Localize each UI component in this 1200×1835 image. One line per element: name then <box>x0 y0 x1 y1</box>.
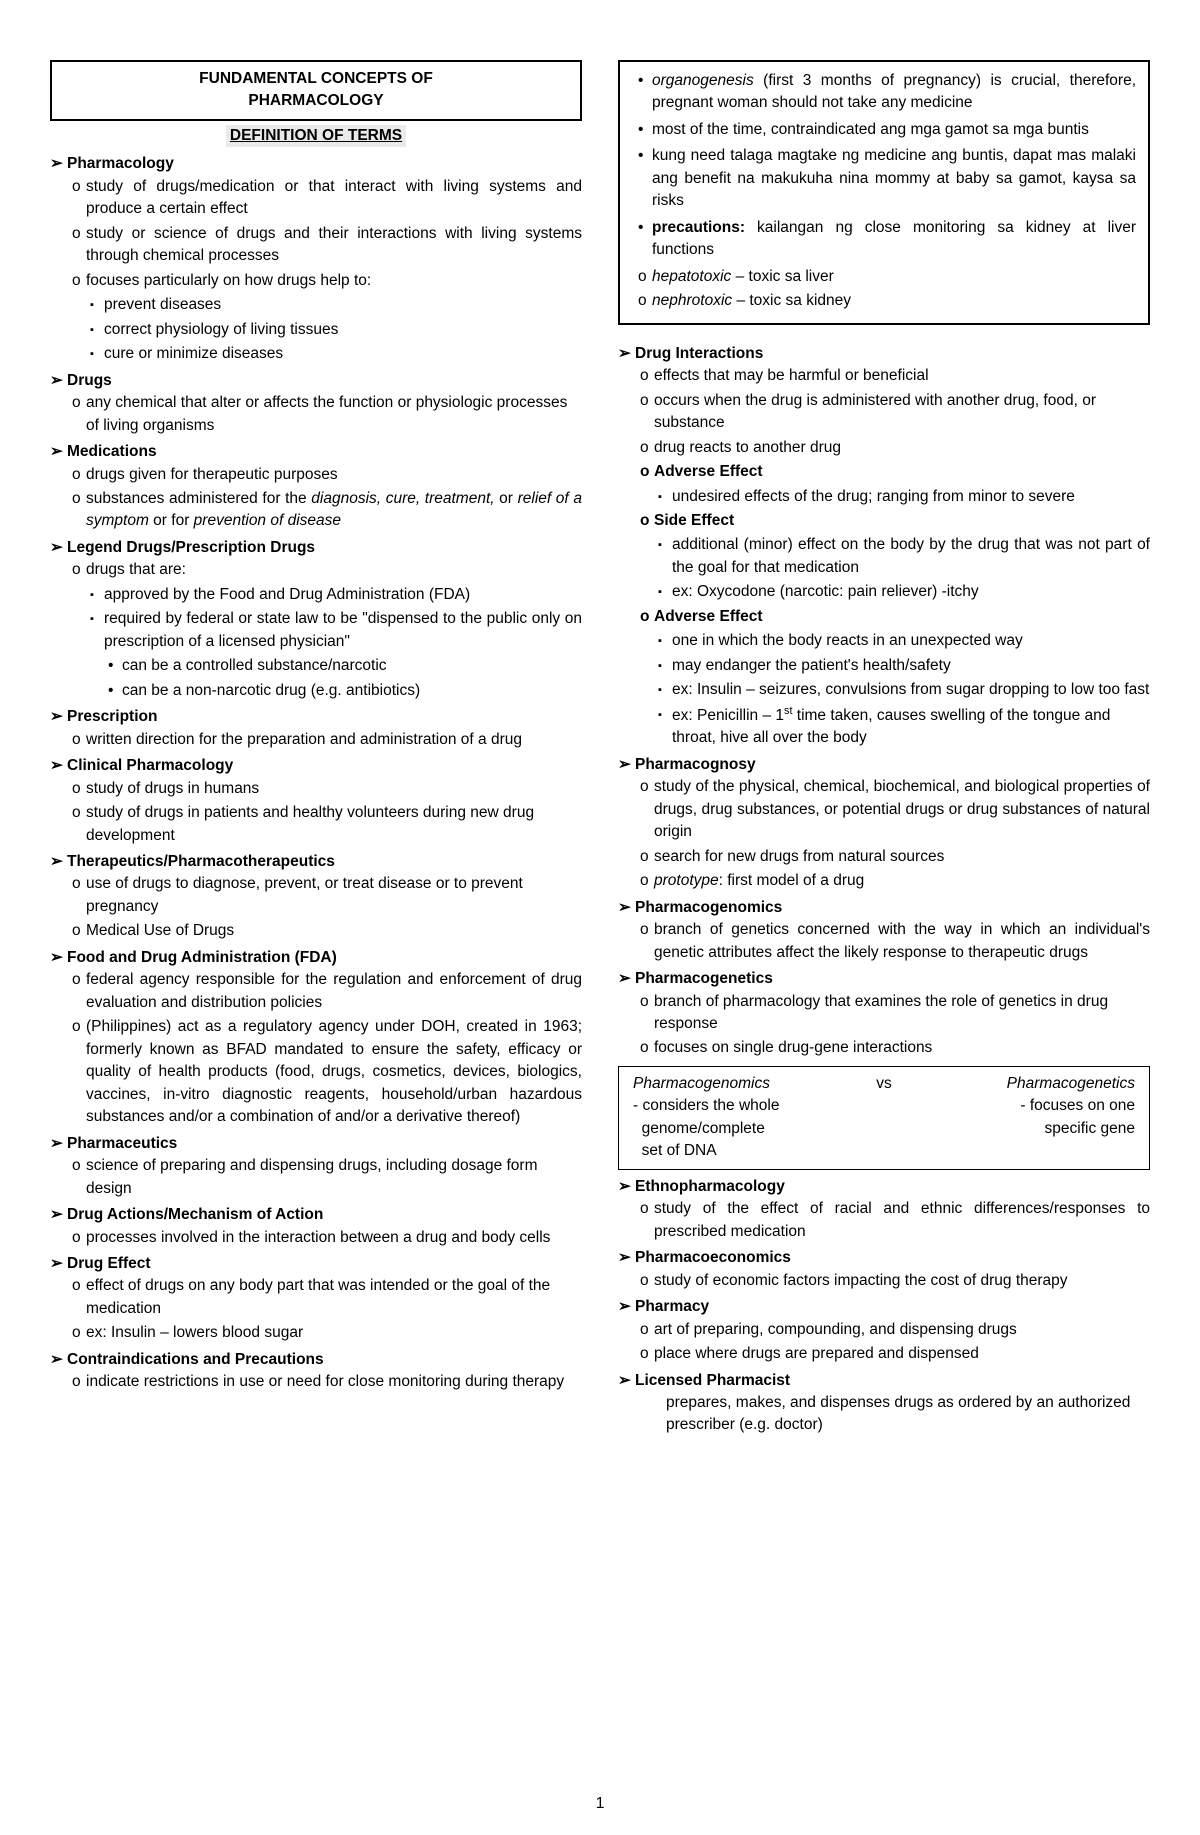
text: effects that may be harmful or beneficia… <box>640 365 1150 387</box>
text: substances administered for the diagnosi… <box>72 488 582 533</box>
text: correct physiology of living tissues <box>90 319 582 341</box>
title-line-1: FUNDAMENTAL CONCEPTS OF <box>60 68 572 90</box>
text: occurs when the drug is administered wit… <box>640 390 1150 435</box>
text: science of preparing and dispensing drug… <box>72 1155 582 1200</box>
text: specific gene <box>904 1118 1135 1140</box>
text: any chemical that alter or affects the f… <box>72 392 582 437</box>
term-pharmacogenetics: Pharmacogenetics <box>618 968 1150 990</box>
text: (Philippines) act as a regulatory agency… <box>72 1016 582 1128</box>
term-fda: Food and Drug Administration (FDA) <box>50 947 582 969</box>
text: indicate restrictions in use or need for… <box>72 1371 582 1393</box>
text: ex: Penicillin – 1st time taken, causes … <box>658 704 1150 750</box>
text: focuses particularly on how drugs help t… <box>72 270 582 292</box>
title-box: FUNDAMENTAL CONCEPTS OF PHARMACOLOGY <box>50 60 582 121</box>
term-prescription: Prescription <box>50 706 582 728</box>
text: study or science of drugs and their inte… <box>72 223 582 268</box>
compare-vs: vs <box>864 1073 904 1163</box>
text: ex: Insulin – seizures, convulsions from… <box>658 679 1150 701</box>
text: required by federal or state law to be "… <box>90 608 582 653</box>
term-pharmacoeconomics: Pharmacoeconomics <box>618 1247 1150 1269</box>
subterm-side-effect: Side Effect <box>640 510 1150 532</box>
term-medications: Medications <box>50 441 582 463</box>
term-pharmacy: Pharmacy <box>618 1296 1150 1318</box>
text: study of the physical, chemical, biochem… <box>640 776 1150 843</box>
text: organogenesis (first 3 months of pregnan… <box>638 70 1136 115</box>
text: - considers the whole <box>633 1095 864 1117</box>
term-drug-effect: Drug Effect <box>50 1253 582 1275</box>
text: drugs given for therapeutic purposes <box>72 464 582 486</box>
text: written direction for the preparation an… <box>72 729 582 751</box>
text: Pharmacogenetics <box>904 1073 1135 1095</box>
text: approved by the Food and Drug Administra… <box>90 584 582 606</box>
subterm-adverse-effect: Adverse Effect <box>640 461 1150 483</box>
text: one in which the body reacts in an unexp… <box>658 630 1150 652</box>
term-contraindications: Contraindications and Precautions <box>50 1349 582 1371</box>
text: hepatotoxic – toxic sa liver <box>638 266 1136 288</box>
term-pharmacognosy: Pharmacognosy <box>618 754 1150 776</box>
text: additional (minor) effect on the body by… <box>658 534 1150 579</box>
text: study of economic factors impacting the … <box>640 1270 1150 1292</box>
compare-right: Pharmacogenetics - focuses on one specif… <box>904 1073 1135 1163</box>
text: undesired effects of the drug; ranging f… <box>658 486 1150 508</box>
term-clinical-pharmacology: Clinical Pharmacology <box>50 755 582 777</box>
term-ethnopharmacology: Ethnopharmacology <box>618 1176 1150 1198</box>
text: nephrotoxic – toxic sa kidney <box>638 290 1136 312</box>
term-drug-interactions: Drug Interactions <box>618 343 1150 365</box>
text: focuses on single drug-gene interactions <box>640 1037 1150 1059</box>
text: kung need talaga magtake ng medicine ang… <box>638 145 1136 212</box>
text: precautions: kailangan ng close monitori… <box>638 217 1136 262</box>
text: most of the time, contraindicated ang mg… <box>638 119 1136 141</box>
text: may endanger the patient's health/safety <box>658 655 1150 677</box>
term-pharmacology: Pharmacology <box>50 153 582 175</box>
text: prepares, makes, and dispenses drugs as … <box>618 1392 1150 1437</box>
text: study of drugs in patients and healthy v… <box>72 802 582 847</box>
text: processes involved in the interaction be… <box>72 1227 582 1249</box>
text: ex: Insulin – lowers blood sugar <box>72 1322 582 1344</box>
text: prevent diseases <box>90 294 582 316</box>
text: prototype: first model of a drug <box>640 870 1150 892</box>
term-legend-drugs: Legend Drugs/Prescription Drugs <box>50 537 582 559</box>
text: Medical Use of Drugs <box>72 920 582 942</box>
text: search for new drugs from natural source… <box>640 846 1150 868</box>
text: can be a controlled substance/narcotic <box>108 655 582 677</box>
term-drugs: Drugs <box>50 370 582 392</box>
text: drugs that are: <box>72 559 582 581</box>
term-pharmaceutics: Pharmaceutics <box>50 1133 582 1155</box>
term-therapeutics: Therapeutics/Pharmacotherapeutics <box>50 851 582 873</box>
text: art of preparing, compounding, and dispe… <box>640 1319 1150 1341</box>
text: federal agency responsible for the regul… <box>72 969 582 1014</box>
left-column: FUNDAMENTAL CONCEPTS OF PHARMACOLOGY DEF… <box>50 60 582 1437</box>
term-licensed-pharmacist: Licensed Pharmacist <box>618 1370 1150 1392</box>
text: branch of pharmacology that examines the… <box>640 991 1150 1036</box>
text: use of drugs to diagnose, prevent, or tr… <box>72 873 582 918</box>
text: can be a non-narcotic drug (e.g. antibio… <box>108 680 582 702</box>
text: drug reacts to another drug <box>640 437 1150 459</box>
compare-left: Pharmacogenomics - considers the whole g… <box>633 1073 864 1163</box>
section-header: DEFINITION OF TERMS <box>226 125 406 147</box>
text: Pharmacogenomics <box>633 1073 864 1095</box>
document-columns: FUNDAMENTAL CONCEPTS OF PHARMACOLOGY DEF… <box>50 60 1150 1437</box>
text: genome/complete <box>633 1118 864 1140</box>
term-mechanism: Drug Actions/Mechanism of Action <box>50 1204 582 1226</box>
subterm-adverse-effect-2: Adverse Effect <box>640 606 1150 628</box>
text: study of drugs in humans <box>72 778 582 800</box>
compare-box: Pharmacogenomics - considers the whole g… <box>618 1066 1150 1170</box>
text: place where drugs are prepared and dispe… <box>640 1343 1150 1365</box>
text: branch of genetics concerned with the wa… <box>640 919 1150 964</box>
text: effect of drugs on any body part that wa… <box>72 1275 582 1320</box>
page-number: 1 <box>596 1793 605 1815</box>
title-line-2: PHARMACOLOGY <box>60 90 572 112</box>
text: set of DNA <box>633 1140 864 1162</box>
text: study of the effect of racial and ethnic… <box>640 1198 1150 1243</box>
term-pharmacogenomics: Pharmacogenomics <box>618 897 1150 919</box>
text: study of drugs/medication or that intera… <box>72 176 582 221</box>
info-box-pregnancy: organogenesis (first 3 months of pregnan… <box>618 60 1150 325</box>
text: ex: Oxycodone (narcotic: pain reliever) … <box>658 581 1150 603</box>
text: - focuses on one <box>904 1095 1135 1117</box>
right-column: organogenesis (first 3 months of pregnan… <box>618 60 1150 1437</box>
text: cure or minimize diseases <box>90 343 582 365</box>
